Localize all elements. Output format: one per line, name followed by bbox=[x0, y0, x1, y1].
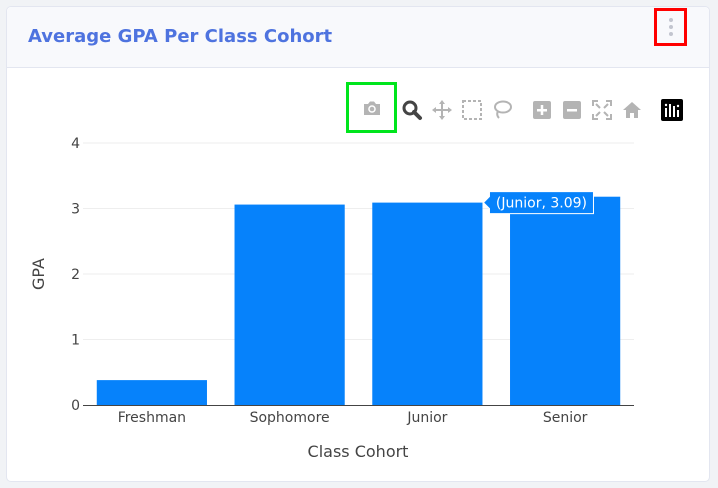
y-tick-label: 3 bbox=[71, 202, 80, 218]
box-select-button[interactable] bbox=[461, 99, 483, 121]
zoom-button[interactable] bbox=[401, 99, 423, 121]
y-tick-label: 0 bbox=[71, 398, 80, 414]
x-tick-label: Senior bbox=[543, 410, 588, 426]
kebab-menu-icon[interactable] bbox=[654, 8, 687, 46]
lasso-select-icon bbox=[494, 100, 512, 119]
hover-tooltip: (Junior, 3.09) bbox=[482, 191, 594, 215]
y-tick-label: 1 bbox=[71, 333, 80, 349]
box-select-icon bbox=[462, 100, 482, 120]
x-axis-title: Class Cohort bbox=[308, 442, 409, 461]
axes: 0 1 2 3 4 Freshman Sophomore Junior Senior bbox=[71, 136, 634, 426]
card-title: Average GPA Per Class Cohort bbox=[28, 26, 333, 47]
tooltip-label: (Junior, 3.09) bbox=[496, 196, 587, 212]
reset-axes-button[interactable] bbox=[621, 99, 643, 121]
y-tick-label: 2 bbox=[71, 267, 80, 283]
zoom-in-icon bbox=[533, 101, 551, 119]
x-tick-label: Freshman bbox=[118, 410, 186, 426]
card-header: Average GPA Per Class Cohort bbox=[7, 7, 709, 68]
tooltip-box bbox=[482, 191, 594, 215]
camera-button[interactable] bbox=[346, 82, 397, 133]
y-tick-label: 4 bbox=[71, 136, 80, 152]
camera-icon bbox=[363, 101, 380, 115]
home-icon bbox=[623, 102, 641, 118]
zoom-out-button[interactable] bbox=[561, 99, 583, 121]
zoom-in-button[interactable] bbox=[531, 99, 553, 121]
x-tick-label: Sophomore bbox=[250, 410, 330, 426]
bars bbox=[96, 196, 621, 405]
plotly-logo-icon bbox=[661, 99, 683, 121]
autoscale-icon bbox=[592, 100, 612, 120]
pan-icon bbox=[432, 100, 452, 120]
plotly-logo-button[interactable] bbox=[661, 99, 683, 121]
bar-junior[interactable] bbox=[372, 202, 483, 405]
autoscale-button[interactable] bbox=[591, 99, 613, 121]
bar-sophomore[interactable] bbox=[234, 204, 345, 405]
x-tick-label: Junior bbox=[406, 410, 447, 426]
bar-freshman[interactable] bbox=[96, 380, 207, 405]
bar-senior[interactable] bbox=[510, 196, 621, 405]
zoom-icon bbox=[402, 100, 422, 120]
zoom-out-icon bbox=[563, 101, 581, 119]
y-axis-title: GPA bbox=[29, 258, 48, 290]
pan-button[interactable] bbox=[431, 99, 453, 121]
lasso-select-button[interactable] bbox=[491, 99, 513, 121]
